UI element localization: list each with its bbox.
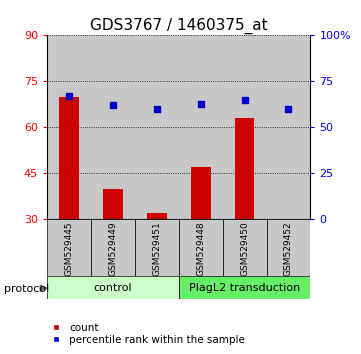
Legend: count, percentile rank within the sample: count, percentile rank within the sample <box>41 318 249 349</box>
FancyBboxPatch shape <box>47 276 179 299</box>
Text: GSM529448: GSM529448 <box>196 221 205 276</box>
FancyBboxPatch shape <box>179 276 310 299</box>
Text: GSM529452: GSM529452 <box>284 221 293 276</box>
FancyBboxPatch shape <box>223 219 266 276</box>
Title: GDS3767 / 1460375_at: GDS3767 / 1460375_at <box>90 18 268 34</box>
Bar <box>47 35 91 219</box>
Bar <box>235 118 255 219</box>
FancyBboxPatch shape <box>179 219 223 276</box>
FancyBboxPatch shape <box>91 219 135 276</box>
Text: GSM529449: GSM529449 <box>108 221 117 276</box>
Point <box>110 103 116 108</box>
Point <box>242 97 248 103</box>
Bar <box>91 35 135 219</box>
Bar <box>179 35 223 219</box>
Text: GSM529451: GSM529451 <box>152 221 161 276</box>
Bar <box>135 35 179 219</box>
Text: protocol: protocol <box>4 284 49 293</box>
Point <box>286 106 291 112</box>
FancyBboxPatch shape <box>47 219 91 276</box>
Point <box>154 106 160 112</box>
Text: GSM529450: GSM529450 <box>240 221 249 276</box>
Point <box>198 101 204 106</box>
Bar <box>223 35 266 219</box>
Bar <box>266 35 310 219</box>
Text: control: control <box>93 282 132 293</box>
Bar <box>147 213 167 219</box>
FancyBboxPatch shape <box>135 219 179 276</box>
Bar <box>103 189 123 219</box>
Bar <box>59 97 79 219</box>
Text: PlagL2 transduction: PlagL2 transduction <box>189 282 300 293</box>
FancyBboxPatch shape <box>266 219 310 276</box>
Text: GSM529445: GSM529445 <box>64 221 73 276</box>
Bar <box>191 167 210 219</box>
Point <box>66 93 72 99</box>
